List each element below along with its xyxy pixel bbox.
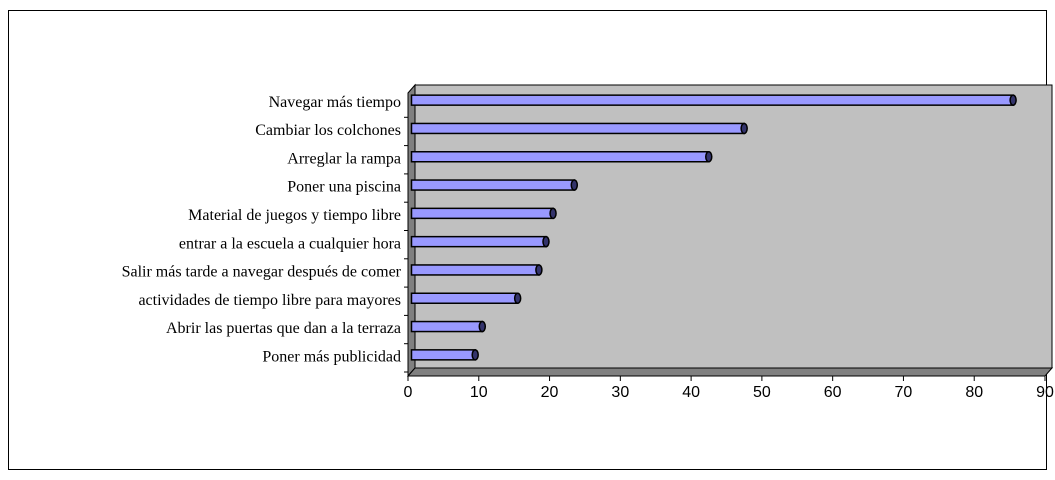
x-tick-label: 0 bbox=[404, 384, 413, 401]
x-tick-label: 60 bbox=[824, 384, 842, 401]
y-tick-label: Navegar más tiempo bbox=[269, 94, 401, 111]
x-tick-label: 30 bbox=[611, 384, 629, 401]
x-tick-label: 40 bbox=[682, 384, 700, 401]
y-tick-label: actividades de tiempo libre para mayores bbox=[138, 292, 401, 309]
x-tick-label: 50 bbox=[753, 384, 771, 401]
bar bbox=[410, 207, 554, 220]
y-tick-label: entrar a la escuela a cualquier hora bbox=[179, 235, 401, 252]
bar-cap bbox=[1009, 94, 1017, 106]
x-tick-label: 20 bbox=[541, 384, 559, 401]
bar-cap bbox=[705, 151, 713, 163]
bar-cap bbox=[740, 122, 748, 135]
y-tick-label: Arreglar la rampa bbox=[287, 150, 401, 167]
x-tick-label: 70 bbox=[895, 384, 913, 401]
bar-cap bbox=[478, 320, 487, 333]
y-tick-label: Abrir las puertas que dan a la terraza bbox=[166, 320, 401, 337]
floor bbox=[406, 367, 1054, 377]
bar bbox=[410, 320, 484, 333]
bar bbox=[410, 122, 745, 135]
bar-cap bbox=[471, 349, 479, 361]
bar-cap bbox=[570, 179, 579, 191]
bar bbox=[410, 264, 540, 276]
bar-cap bbox=[542, 235, 550, 248]
x-tick-label: 90 bbox=[1036, 384, 1054, 401]
bar bbox=[410, 151, 710, 163]
bar-cap bbox=[549, 207, 557, 220]
bar bbox=[410, 235, 547, 248]
y-tick-label: Material de juegos y tiempo libre bbox=[188, 207, 401, 224]
bar bbox=[410, 94, 1014, 106]
bar bbox=[410, 349, 476, 361]
y-tick-label: Salir más tarde a navegar después de com… bbox=[122, 264, 402, 281]
y-tick-label: Cambiar los colchones bbox=[255, 122, 401, 139]
y-tick-label: Poner una piscina bbox=[287, 179, 401, 196]
bar-cap bbox=[513, 292, 522, 304]
x-tick-label: 80 bbox=[965, 384, 983, 401]
bar bbox=[410, 292, 519, 304]
bar bbox=[410, 179, 576, 191]
y-tick-label: Poner más publicidad bbox=[262, 349, 401, 366]
bar-cap bbox=[535, 264, 543, 276]
x-tick-label: 10 bbox=[470, 384, 488, 401]
